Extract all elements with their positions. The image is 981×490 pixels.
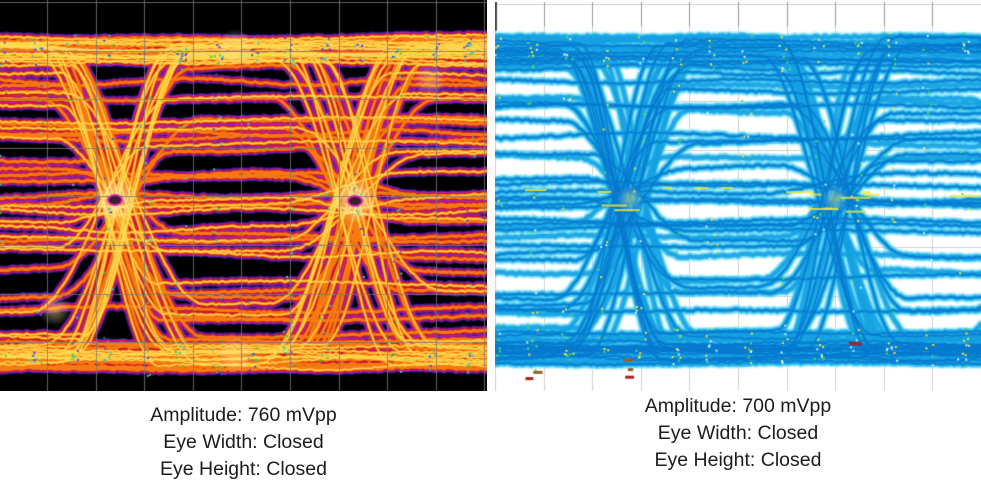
right-eye-height-text: Eye Height: Closed bbox=[654, 449, 822, 471]
left-eye-width-text: Eye Width: Closed bbox=[163, 431, 324, 453]
right-eye-diagram-canvas bbox=[495, 2, 981, 391]
left-eye-height-text: Eye Height: Closed bbox=[160, 458, 327, 480]
right-amplitude-text: Amplitude: 700 mVpp bbox=[644, 395, 832, 417]
left-eye-diagram-canvas bbox=[0, 0, 487, 391]
left-amplitude-text: Amplitude: 760 mVpp bbox=[150, 404, 337, 426]
left-eye-caption: Amplitude: 760 mVpp Eye Width: Closed Ey… bbox=[0, 402, 487, 483]
right-eye-caption: Amplitude: 700 mVpp Eye Width: Closed Ey… bbox=[495, 393, 981, 474]
right-eye-width-text: Eye Width: Closed bbox=[657, 422, 819, 444]
